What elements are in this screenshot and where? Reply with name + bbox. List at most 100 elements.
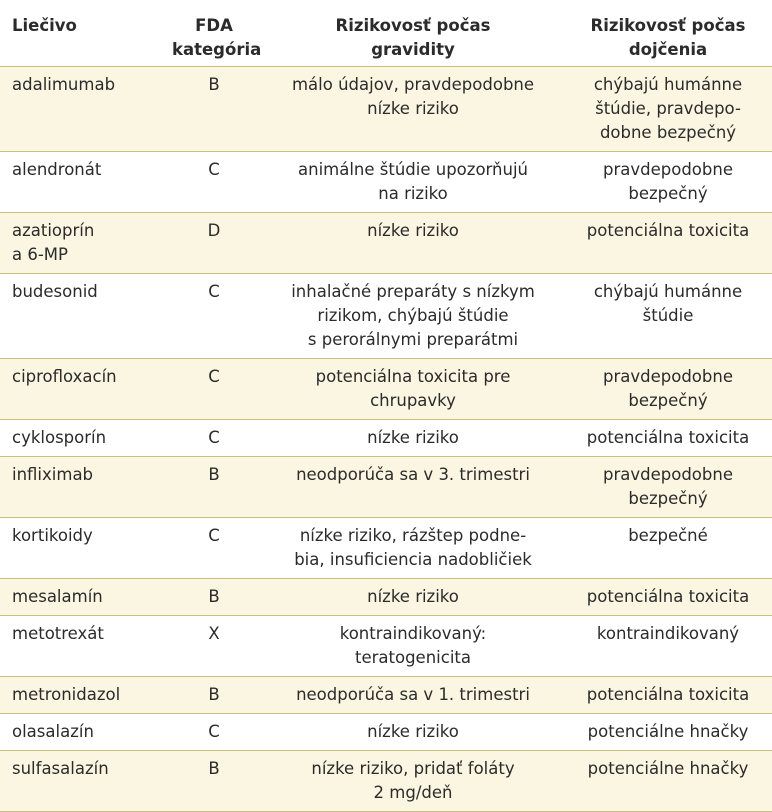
cell-fda-category: C [166, 713, 262, 751]
cell-drug-line: olasalazín [12, 722, 94, 741]
cell-lactation-risk-line: dobne bezpečný [599, 123, 737, 142]
cell-fda-category-value: C [208, 428, 220, 447]
cell-lactation-risk: kontraindikovaný [564, 615, 772, 677]
header-fda-line: kategória [172, 40, 262, 59]
cell-fda-category: B [166, 578, 262, 616]
header-row: Liečivo FDA kategória Rizikovosť počas g… [0, 0, 772, 67]
cell-pregnancy-risk: potenciálna toxicita pre chrupavky [262, 358, 564, 420]
cell-pregnancy-risk: nízke riziko [262, 212, 564, 274]
cell-lactation-risk-line: potenciálna toxicita [586, 587, 750, 606]
cell-fda-category-value: B [208, 759, 220, 778]
cell-lactation-risk-line: štúdie [642, 306, 694, 325]
cell-drug: metotrexát [0, 615, 166, 677]
cell-drug-line: cyklosporín [12, 428, 107, 447]
cell-lactation-risk: potenciálna toxicita [564, 578, 772, 616]
cell-pregnancy-risk-line: rizikom, chýbajú štúdie [317, 306, 509, 325]
cell-fda-category-value: C [208, 367, 220, 386]
cell-pregnancy-risk: kontraindikovaný: teratogenicita [262, 615, 564, 677]
cell-drug: olasalazín [0, 713, 166, 751]
cell-pregnancy-risk-line: potenciálna toxicita pre [315, 367, 511, 386]
cell-fda-category-value: B [208, 75, 220, 94]
header-lactation-line: Rizikovosť počas [590, 16, 746, 35]
cell-lactation-risk-line: bezpečný [628, 391, 708, 410]
header-lactation-line: dojčenia [628, 40, 708, 59]
cell-lactation-risk-line: bezpečné [628, 526, 708, 545]
cell-pregnancy-risk-line: nízke riziko, pridať foláty [311, 759, 515, 778]
cell-pregnancy-risk: málo údajov, pravdepodobne nízke riziko [262, 66, 564, 152]
cell-lactation-risk-line: potenciálna toxicita [586, 685, 750, 704]
cell-pregnancy-risk-line: 2 mg/deň [373, 783, 453, 802]
cell-pregnancy-risk-line: s perorálnymi preparátmi [307, 330, 519, 349]
cell-drug: infliximab [0, 456, 166, 518]
cell-lactation-risk: bezpečné [564, 517, 772, 579]
cell-lactation-risk-line: bezpečný [628, 184, 708, 203]
cell-lactation-risk: pravdepodobne bezpečný [564, 358, 772, 420]
header-pregnancy-line: Rizikovosť počas [335, 16, 491, 35]
cell-fda-category-value: C [208, 160, 220, 179]
cell-lactation-risk-line: chýbajú humánne [593, 75, 743, 94]
cell-fda-category: D [166, 212, 262, 274]
header-pregnancy-line: gravidity [371, 40, 455, 59]
cell-lactation-risk-line: potenciálne hnačky [587, 722, 749, 741]
cell-drug: metronidazol [0, 676, 166, 714]
header-drug: Liečivo [0, 0, 166, 67]
cell-lactation-risk: potenciálne hnačky [564, 750, 772, 812]
cell-drug-line: alendronát [12, 160, 102, 179]
cell-fda-category: C [166, 517, 262, 579]
cell-fda-category: C [166, 419, 262, 457]
cell-drug-line: metronidazol [12, 685, 121, 704]
cell-pregnancy-risk-line: bia, insuficiencia nadobličiek [294, 550, 532, 569]
cell-fda-category: B [166, 66, 262, 152]
cell-pregnancy-risk-line: neodporúča sa v 1. trimestri [296, 685, 530, 704]
cell-pregnancy-risk-line: neodporúča sa v 3. trimestri [296, 465, 530, 484]
cell-pregnancy-risk-line: inhalačné preparáty s nízkym [291, 282, 535, 301]
cell-pregnancy-risk-line: na riziko [378, 184, 448, 203]
cell-fda-category-value: C [208, 722, 220, 741]
cell-lactation-risk-line: potenciálna toxicita [586, 221, 750, 240]
cell-lactation-risk-line: pravdepodobne [603, 465, 733, 484]
cell-pregnancy-risk-line: málo údajov, pravdepodobne [291, 75, 535, 94]
cell-drug: mesalamín [0, 578, 166, 616]
cell-pregnancy-risk: nízke riziko [262, 419, 564, 457]
cell-drug: ciprofloxacín [0, 358, 166, 420]
cell-drug-line: ciprofloxacín [12, 367, 117, 386]
cell-fda-category: X [166, 615, 262, 677]
cell-drug: azatioprín a 6-MP [0, 212, 166, 274]
cell-drug-line: mesalamín [12, 587, 103, 606]
cell-lactation-risk-line: kontraindikovaný [596, 624, 740, 643]
cell-pregnancy-risk-line: nízke riziko [367, 428, 459, 447]
cell-pregnancy-risk-line: nízke riziko [367, 221, 459, 240]
cell-drug-line: kortikoidy [12, 526, 93, 545]
cell-pregnancy-risk: nízke riziko [262, 713, 564, 751]
cell-fda-category-value: B [208, 465, 220, 484]
cell-drug-line: azatioprín [12, 221, 95, 240]
cell-lactation-risk: potenciálne hnačky [564, 713, 772, 751]
cell-drug: budesonid [0, 273, 166, 359]
cell-fda-category-value: X [208, 624, 220, 643]
cell-fda-category-value: B [208, 685, 220, 704]
cell-drug-line: metotrexát [12, 624, 104, 643]
cell-drug: adalimumab [0, 66, 166, 152]
cell-lactation-risk-line: chýbajú humánne [593, 282, 743, 301]
cell-pregnancy-risk: animálne štúdie upozorňujú na riziko [262, 151, 564, 213]
cell-pregnancy-risk-line: nízke riziko [367, 722, 459, 741]
cell-pregnancy-risk-line: nízke riziko [367, 99, 459, 118]
cell-lactation-risk: chýbajú humánne štúdie, pravdepo-dobne be… [564, 66, 772, 152]
cell-fda-category: B [166, 456, 262, 518]
header-fda-line: FDA [195, 16, 233, 35]
cell-pregnancy-risk: neodporúča sa v 3. trimestri [262, 456, 564, 518]
cell-fda-category-value: C [208, 282, 220, 301]
header-lactation: Rizikovosť počas dojčenia [564, 0, 772, 67]
